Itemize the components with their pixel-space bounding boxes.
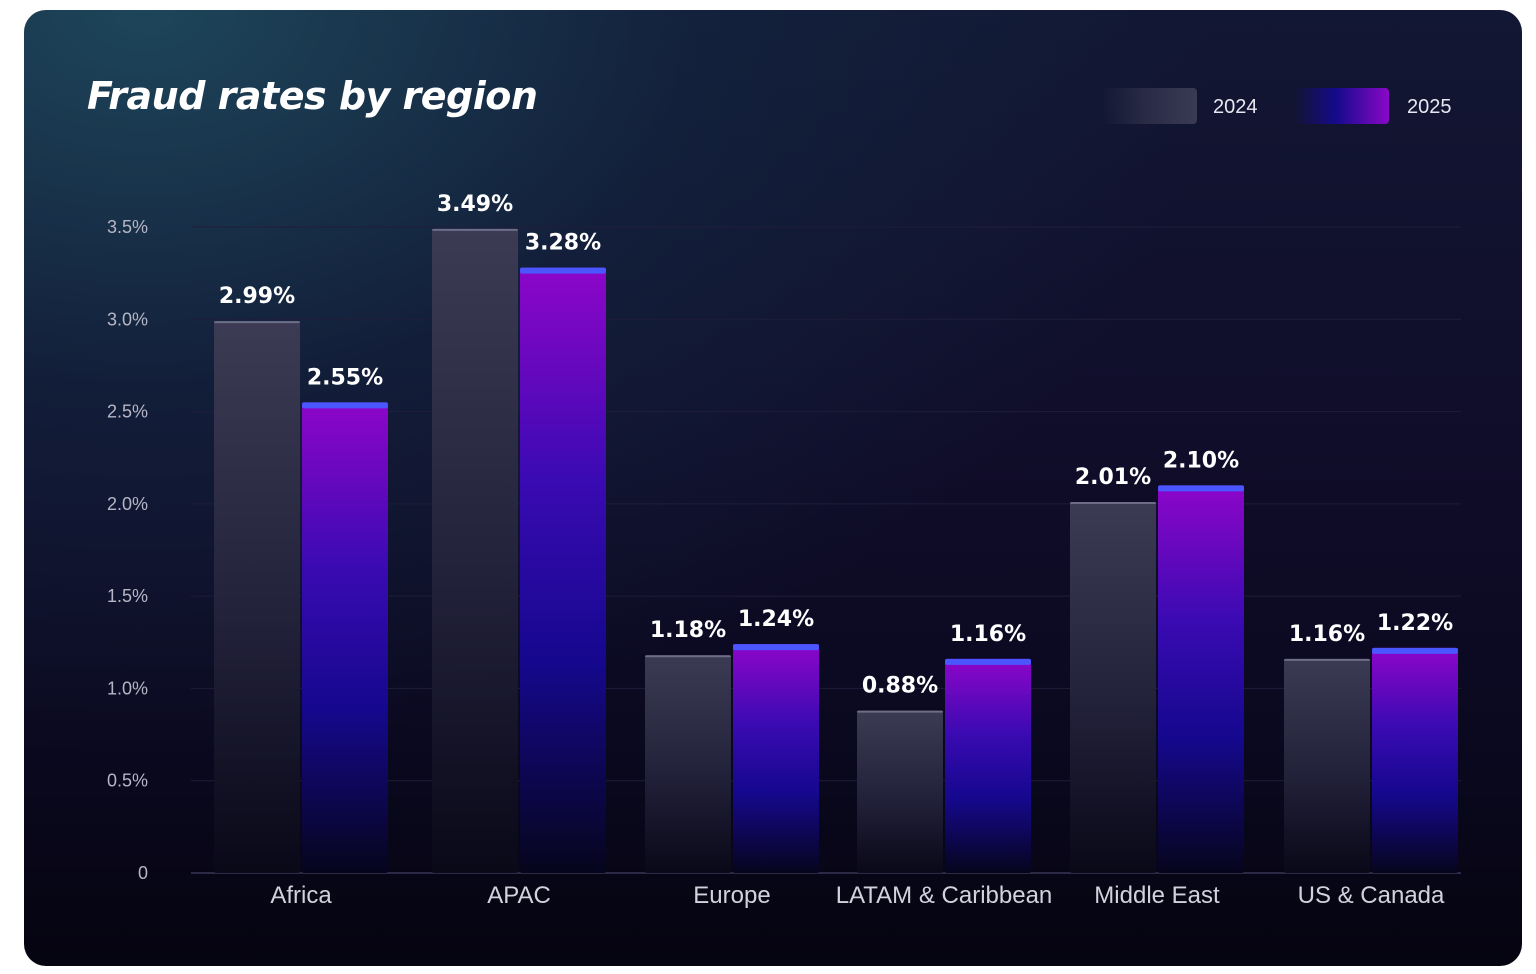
- y-tick-label: 2.5%: [107, 402, 148, 422]
- y-tick-label: 1.0%: [107, 678, 148, 698]
- data-label-europe-2024: 1.18%: [650, 618, 726, 643]
- legend-item-2024: 2024: [1102, 88, 1272, 124]
- data-label-middle-east-2025: 2.10%: [1163, 448, 1239, 473]
- y-tick-label: 0.5%: [107, 771, 148, 791]
- x-tick-label-latam-caribbean: LATAM & Caribbean: [836, 882, 1053, 909]
- x-tick-label-us-canada: US & Canada: [1298, 882, 1445, 909]
- data-label-apac-2025: 3.28%: [525, 231, 601, 256]
- bar-cap-us-canada-2024: [1284, 658, 1370, 661]
- x-tick-label-middle-east: Middle East: [1094, 882, 1220, 909]
- y-tick-label: 3.5%: [107, 217, 148, 237]
- data-label-us-canada-2025: 1.22%: [1377, 611, 1453, 636]
- labels: 0 0.5% 1.0% 1.5% 2.0% 2.5% 3.0% 3.5% 2.99% 2.55% A…: [107, 192, 1453, 909]
- bar-cap-apac-2025: [520, 267, 606, 274]
- bar-europe-2025: [733, 644, 819, 873]
- bar-europe-2024: [645, 655, 731, 873]
- bar-apac-2024: [432, 228, 518, 874]
- y-tick-label: 2.0%: [107, 494, 148, 514]
- bar-cap-europe-2025: [733, 644, 819, 651]
- legend-swatch-2024: [1102, 88, 1197, 124]
- chart-card: Fraud rates by region 2024 2025 0 0.5% 1.0…: [24, 10, 1522, 966]
- bar-cap-africa-2025: [302, 402, 388, 409]
- gridlines: [191, 226, 1461, 874]
- bar-us-canada-2024: [1284, 658, 1370, 873]
- legend-label-2025: 2025: [1407, 96, 1452, 118]
- y-tick-label: 3.0%: [107, 309, 148, 329]
- data-label-latam-caribbean-2024: 0.88%: [862, 674, 938, 699]
- chart-title: Fraud rates by region: [87, 74, 538, 118]
- data-label-us-canada-2024: 1.16%: [1289, 622, 1365, 647]
- bar-cap-latam-caribbean-2024: [857, 710, 943, 713]
- data-label-africa-2025: 2.55%: [307, 365, 383, 390]
- legend-label-2024: 2024: [1213, 96, 1258, 118]
- data-label-apac-2024: 3.49%: [437, 192, 513, 217]
- data-label-africa-2024: 2.99%: [219, 284, 295, 309]
- bar-middle-east-2024: [1070, 502, 1156, 873]
- bar-cap-europe-2024: [645, 655, 731, 658]
- bar-cap-latam-caribbean-2025: [945, 658, 1031, 665]
- bar-us-canada-2025: [1372, 647, 1458, 873]
- x-tick-label-apac: APAC: [487, 882, 551, 909]
- y-tick-label: 1.5%: [107, 586, 148, 606]
- bar-apac-2025: [520, 267, 606, 873]
- bar-latam-caribbean-2024: [857, 710, 943, 873]
- x-tick-label-europe: Europe: [693, 882, 770, 909]
- bar-africa-2024: [214, 321, 300, 873]
- y-tick-label: 0: [138, 863, 148, 883]
- legend-item-2025: 2025: [1294, 88, 1464, 124]
- bar-latam-caribbean-2025: [945, 658, 1031, 873]
- data-label-middle-east-2024: 2.01%: [1075, 465, 1151, 490]
- bar-cap-middle-east-2024: [1070, 502, 1156, 505]
- legend-swatch-2025: [1294, 88, 1389, 124]
- bar-africa-2025: [302, 402, 388, 873]
- bar-cap-middle-east-2025: [1158, 485, 1244, 492]
- data-label-europe-2025: 1.24%: [738, 607, 814, 632]
- data-label-latam-caribbean-2025: 1.16%: [950, 622, 1026, 647]
- bar-cap-africa-2024: [214, 321, 300, 324]
- bar-chart: 0 0.5% 1.0% 1.5% 2.0% 2.5% 3.0% 3.5% 2.99% 2.55% A…: [107, 192, 1461, 909]
- bar-middle-east-2025: [1158, 485, 1244, 873]
- bars: [214, 228, 1458, 874]
- bar-cap-apac-2024: [432, 228, 518, 231]
- x-tick-label-africa: Africa: [270, 882, 332, 909]
- bar-cap-us-canada-2025: [1372, 647, 1458, 654]
